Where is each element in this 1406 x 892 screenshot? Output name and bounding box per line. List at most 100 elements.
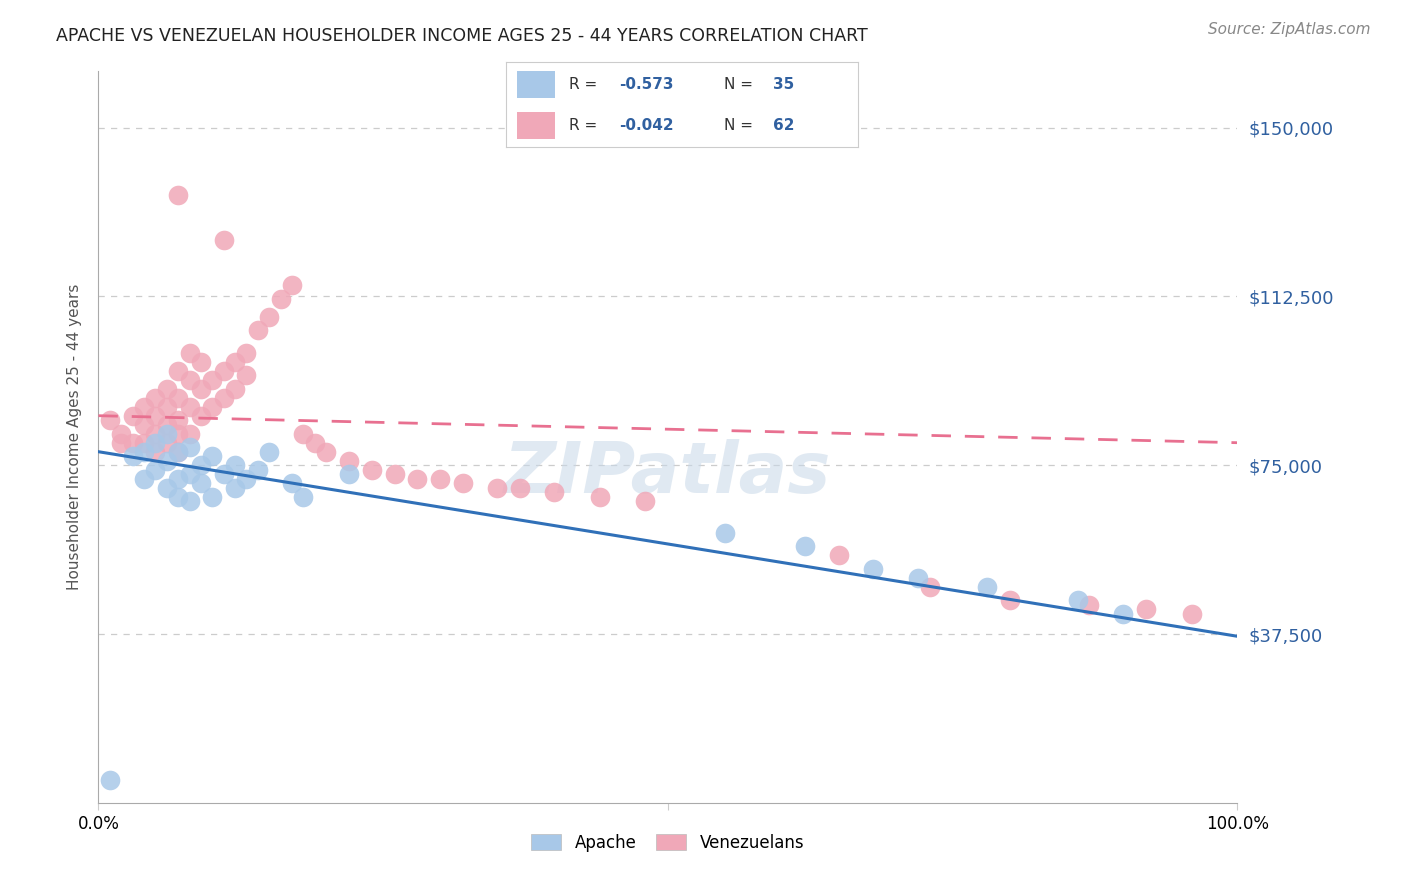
Point — [360, 463, 382, 477]
Text: -0.573: -0.573 — [619, 77, 673, 92]
Legend: Apache, Venezuelans: Apache, Venezuelans — [523, 826, 813, 860]
Text: 35: 35 — [773, 77, 794, 92]
Point — [121, 435, 143, 450]
Point — [201, 373, 224, 387]
Point — [145, 435, 167, 450]
Point — [270, 292, 292, 306]
Point — [451, 476, 474, 491]
Point — [224, 481, 246, 495]
Point — [862, 562, 884, 576]
Point — [167, 472, 190, 486]
Point — [167, 364, 190, 378]
Point — [259, 444, 281, 458]
Point — [543, 485, 565, 500]
Point — [179, 440, 201, 454]
Point — [235, 345, 257, 359]
Point — [292, 490, 315, 504]
Point — [190, 382, 212, 396]
Point — [145, 391, 167, 405]
Text: 62: 62 — [773, 118, 794, 133]
Point — [110, 426, 132, 441]
Point — [1181, 607, 1204, 621]
Point — [167, 444, 190, 458]
Point — [509, 481, 531, 495]
Point — [156, 417, 179, 432]
Text: N =: N = — [724, 118, 758, 133]
Point — [145, 426, 167, 441]
Point — [235, 368, 257, 383]
Point — [384, 467, 406, 482]
Point — [212, 391, 235, 405]
Point — [190, 476, 212, 491]
Point — [998, 593, 1021, 607]
Point — [179, 345, 201, 359]
Point — [145, 409, 167, 423]
Point — [907, 571, 929, 585]
Point — [793, 539, 815, 553]
Point — [224, 458, 246, 473]
Point — [110, 435, 132, 450]
Point — [98, 773, 121, 788]
Point — [167, 413, 190, 427]
Point — [406, 472, 429, 486]
Point — [190, 458, 212, 473]
Point — [259, 310, 281, 324]
Point — [145, 463, 167, 477]
Point — [337, 467, 360, 482]
Point — [714, 525, 737, 540]
Text: R =: R = — [569, 77, 603, 92]
Point — [828, 548, 851, 562]
Y-axis label: Householder Income Ages 25 - 44 years: Householder Income Ages 25 - 44 years — [67, 284, 83, 591]
Point — [224, 354, 246, 368]
Point — [486, 481, 509, 495]
Text: Source: ZipAtlas.com: Source: ZipAtlas.com — [1208, 22, 1371, 37]
Point — [337, 453, 360, 467]
Text: N =: N = — [724, 77, 758, 92]
Point — [281, 476, 304, 491]
Point — [156, 382, 179, 396]
Point — [98, 413, 121, 427]
FancyBboxPatch shape — [517, 71, 555, 98]
Point — [132, 444, 155, 458]
Point — [179, 400, 201, 414]
FancyBboxPatch shape — [517, 112, 555, 139]
Point — [190, 409, 212, 423]
Point — [156, 400, 179, 414]
Text: R =: R = — [569, 118, 603, 133]
Point — [167, 426, 190, 441]
Point — [156, 481, 179, 495]
Point — [212, 233, 235, 247]
Point — [212, 467, 235, 482]
Point — [167, 490, 190, 504]
Text: -0.042: -0.042 — [619, 118, 673, 133]
Point — [1067, 593, 1090, 607]
Point — [292, 426, 315, 441]
Point — [224, 382, 246, 396]
Point — [429, 472, 451, 486]
Point — [588, 490, 610, 504]
Point — [156, 435, 179, 450]
Point — [179, 373, 201, 387]
Point — [235, 472, 257, 486]
Point — [201, 490, 224, 504]
Point — [201, 449, 224, 463]
Point — [201, 400, 224, 414]
Point — [156, 453, 179, 467]
Point — [132, 417, 155, 432]
Point — [1112, 607, 1135, 621]
Point — [179, 467, 201, 482]
Point — [976, 580, 998, 594]
Point — [1078, 598, 1101, 612]
Point — [179, 426, 201, 441]
Point — [132, 435, 155, 450]
Point — [145, 444, 167, 458]
Point — [304, 435, 326, 450]
Point — [132, 472, 155, 486]
Point — [281, 278, 304, 293]
Point — [212, 364, 235, 378]
Point — [132, 400, 155, 414]
Point — [1135, 602, 1157, 616]
Point — [246, 463, 269, 477]
Point — [315, 444, 337, 458]
Point — [246, 323, 269, 337]
